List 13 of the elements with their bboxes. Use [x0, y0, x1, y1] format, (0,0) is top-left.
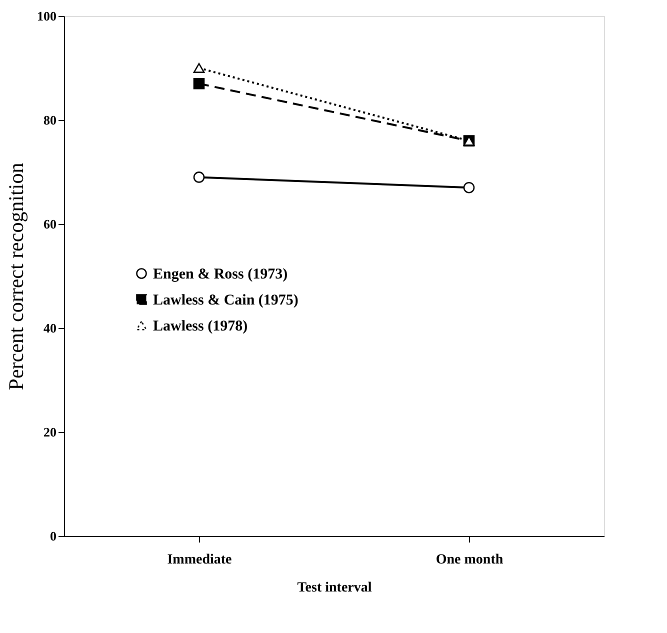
x-tick-label: Immediate: [167, 552, 232, 568]
y-tick-label: 80: [44, 112, 56, 128]
x-axis-title: Test interval: [297, 580, 372, 596]
y-axis-title: Percent correct recognition: [4, 162, 28, 390]
y-tick-label: 100: [37, 8, 56, 24]
legend-label: Lawless & Cain (1975): [153, 292, 298, 308]
y-tick-label: 40: [44, 320, 56, 336]
legend-label: Engen & Ross (1973): [153, 266, 288, 282]
y-tick-label: 20: [44, 424, 56, 440]
y-tick-label: 60: [44, 216, 56, 232]
legend-label: Lawless (1978): [153, 318, 248, 334]
x-tick-label: One month: [436, 552, 504, 568]
y-tick-label: 0: [50, 528, 56, 544]
